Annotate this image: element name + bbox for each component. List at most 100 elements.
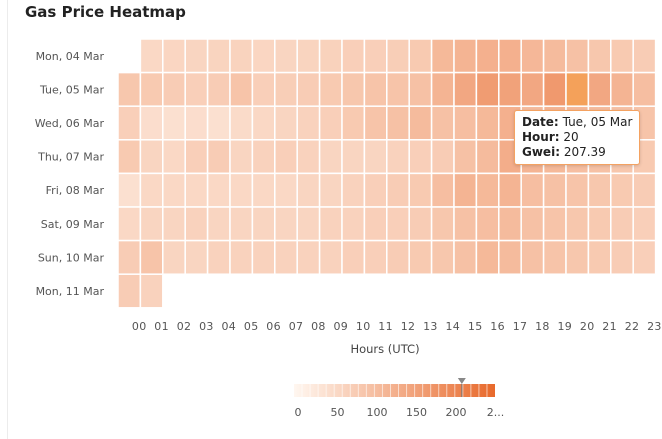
heatmap-cell[interactable]	[206, 139, 231, 175]
heatmap-cell[interactable]	[565, 38, 590, 74]
heatmap-cell[interactable]	[296, 172, 321, 208]
heatmap-cell[interactable]	[363, 239, 388, 275]
heatmap-cell[interactable]	[318, 172, 343, 208]
heatmap-cell[interactable]	[229, 206, 254, 242]
heatmap-cell[interactable]	[363, 139, 388, 175]
heatmap-cell[interactable]	[117, 139, 142, 175]
heatmap-cell[interactable]	[475, 239, 500, 275]
heatmap-cell[interactable]	[139, 71, 164, 107]
heatmap-cell[interactable]	[587, 38, 612, 74]
heatmap-cell[interactable]	[632, 239, 657, 275]
heatmap-cell[interactable]	[453, 239, 478, 275]
heatmap-cell[interactable]	[475, 105, 500, 141]
heatmap-cell[interactable]	[386, 239, 410, 275]
heatmap-cell[interactable]	[117, 105, 142, 141]
heatmap-cell[interactable]	[251, 206, 276, 242]
heatmap-cell[interactable]	[408, 105, 433, 141]
heatmap-cell[interactable]	[520, 71, 545, 107]
heatmap-cell[interactable]	[139, 206, 164, 242]
heatmap-cell[interactable]	[296, 239, 321, 275]
heatmap-cell[interactable]	[229, 172, 254, 208]
heatmap-cell[interactable]	[341, 172, 366, 208]
heatmap-cell[interactable]	[498, 38, 522, 74]
heatmap-cell[interactable]	[184, 206, 209, 242]
heatmap-cell[interactable]	[475, 139, 500, 175]
heatmap-cell[interactable]	[408, 172, 433, 208]
heatmap-cell[interactable]	[117, 273, 142, 309]
heatmap-cell[interactable]	[542, 38, 567, 74]
heatmap-cell[interactable]	[318, 206, 343, 242]
heatmap-cell[interactable]	[117, 172, 142, 208]
heatmap-cell[interactable]	[296, 206, 321, 242]
heatmap-cell[interactable]	[587, 172, 612, 208]
heatmap-cell[interactable]	[453, 139, 478, 175]
heatmap-cell[interactable]	[318, 239, 343, 275]
heatmap-cell[interactable]	[453, 38, 478, 74]
heatmap-cell[interactable]	[229, 139, 254, 175]
heatmap-cell[interactable]	[363, 206, 388, 242]
heatmap-cell[interactable]	[632, 172, 657, 208]
heatmap-cell[interactable]	[565, 206, 590, 242]
heatmap-cell[interactable]	[475, 206, 500, 242]
heatmap-cell[interactable]	[296, 71, 321, 107]
heatmap-cell[interactable]	[408, 239, 433, 275]
heatmap-cell[interactable]	[229, 38, 254, 74]
heatmap-cell[interactable]	[117, 239, 142, 275]
heatmap-cell[interactable]	[341, 105, 366, 141]
heatmap-cell[interactable]	[430, 239, 455, 275]
heatmap-cell[interactable]	[229, 239, 254, 275]
heatmap-cell[interactable]	[565, 71, 590, 107]
heatmap-cell[interactable]	[565, 239, 590, 275]
heatmap-cell[interactable]	[206, 105, 231, 141]
heatmap-cell[interactable]	[274, 71, 298, 107]
heatmap-cell[interactable]	[430, 105, 455, 141]
heatmap-cell[interactable]	[632, 38, 657, 74]
heatmap-cell[interactable]	[498, 206, 522, 242]
heatmap-cell[interactable]	[184, 71, 209, 107]
heatmap-cell[interactable]	[139, 105, 164, 141]
heatmap-cell[interactable]	[430, 139, 455, 175]
heatmap-cell[interactable]	[542, 206, 567, 242]
heatmap-cell[interactable]	[632, 71, 657, 107]
heatmap-cell[interactable]	[520, 172, 545, 208]
heatmap-cell[interactable]	[318, 38, 343, 74]
heatmap-cell[interactable]	[162, 105, 186, 141]
heatmap-cell[interactable]	[274, 38, 298, 74]
heatmap-cell[interactable]	[587, 239, 612, 275]
heatmap-cell[interactable]	[274, 105, 298, 141]
heatmap-cell[interactable]	[162, 71, 186, 107]
heatmap-cell[interactable]	[341, 139, 366, 175]
heatmap-cell[interactable]	[542, 71, 567, 107]
heatmap-cell[interactable]	[184, 172, 209, 208]
heatmap-cell[interactable]	[274, 172, 298, 208]
heatmap-cell[interactable]	[520, 239, 545, 275]
heatmap-cell[interactable]	[542, 239, 567, 275]
heatmap-cell[interactable]	[610, 172, 634, 208]
heatmap-cell[interactable]	[229, 71, 254, 107]
heatmap-cell[interactable]	[587, 71, 612, 107]
heatmap-cell[interactable]	[162, 206, 186, 242]
heatmap-cell[interactable]	[251, 38, 276, 74]
heatmap-cell[interactable]	[296, 139, 321, 175]
heatmap-cell[interactable]	[162, 172, 186, 208]
heatmap-cell[interactable]	[498, 172, 522, 208]
heatmap-cell[interactable]	[162, 239, 186, 275]
heatmap-cell[interactable]	[386, 71, 410, 107]
heatmap-cell[interactable]	[139, 139, 164, 175]
heatmap-cell[interactable]	[408, 206, 433, 242]
heatmap-cell[interactable]	[363, 38, 388, 74]
heatmap-cell[interactable]	[162, 139, 186, 175]
heatmap-cell[interactable]	[117, 206, 142, 242]
heatmap-cell[interactable]	[139, 273, 164, 309]
heatmap-cell[interactable]	[184, 139, 209, 175]
heatmap-cell[interactable]	[251, 239, 276, 275]
heatmap-cell[interactable]	[565, 172, 590, 208]
heatmap-cell[interactable]	[318, 105, 343, 141]
heatmap-cell[interactable]	[475, 38, 500, 74]
heatmap-cell[interactable]	[206, 172, 231, 208]
heatmap-cell[interactable]	[498, 239, 522, 275]
heatmap-cell[interactable]	[117, 71, 142, 107]
heatmap-cell[interactable]	[139, 172, 164, 208]
heatmap-cell[interactable]	[251, 172, 276, 208]
heatmap-cell[interactable]	[587, 206, 612, 242]
